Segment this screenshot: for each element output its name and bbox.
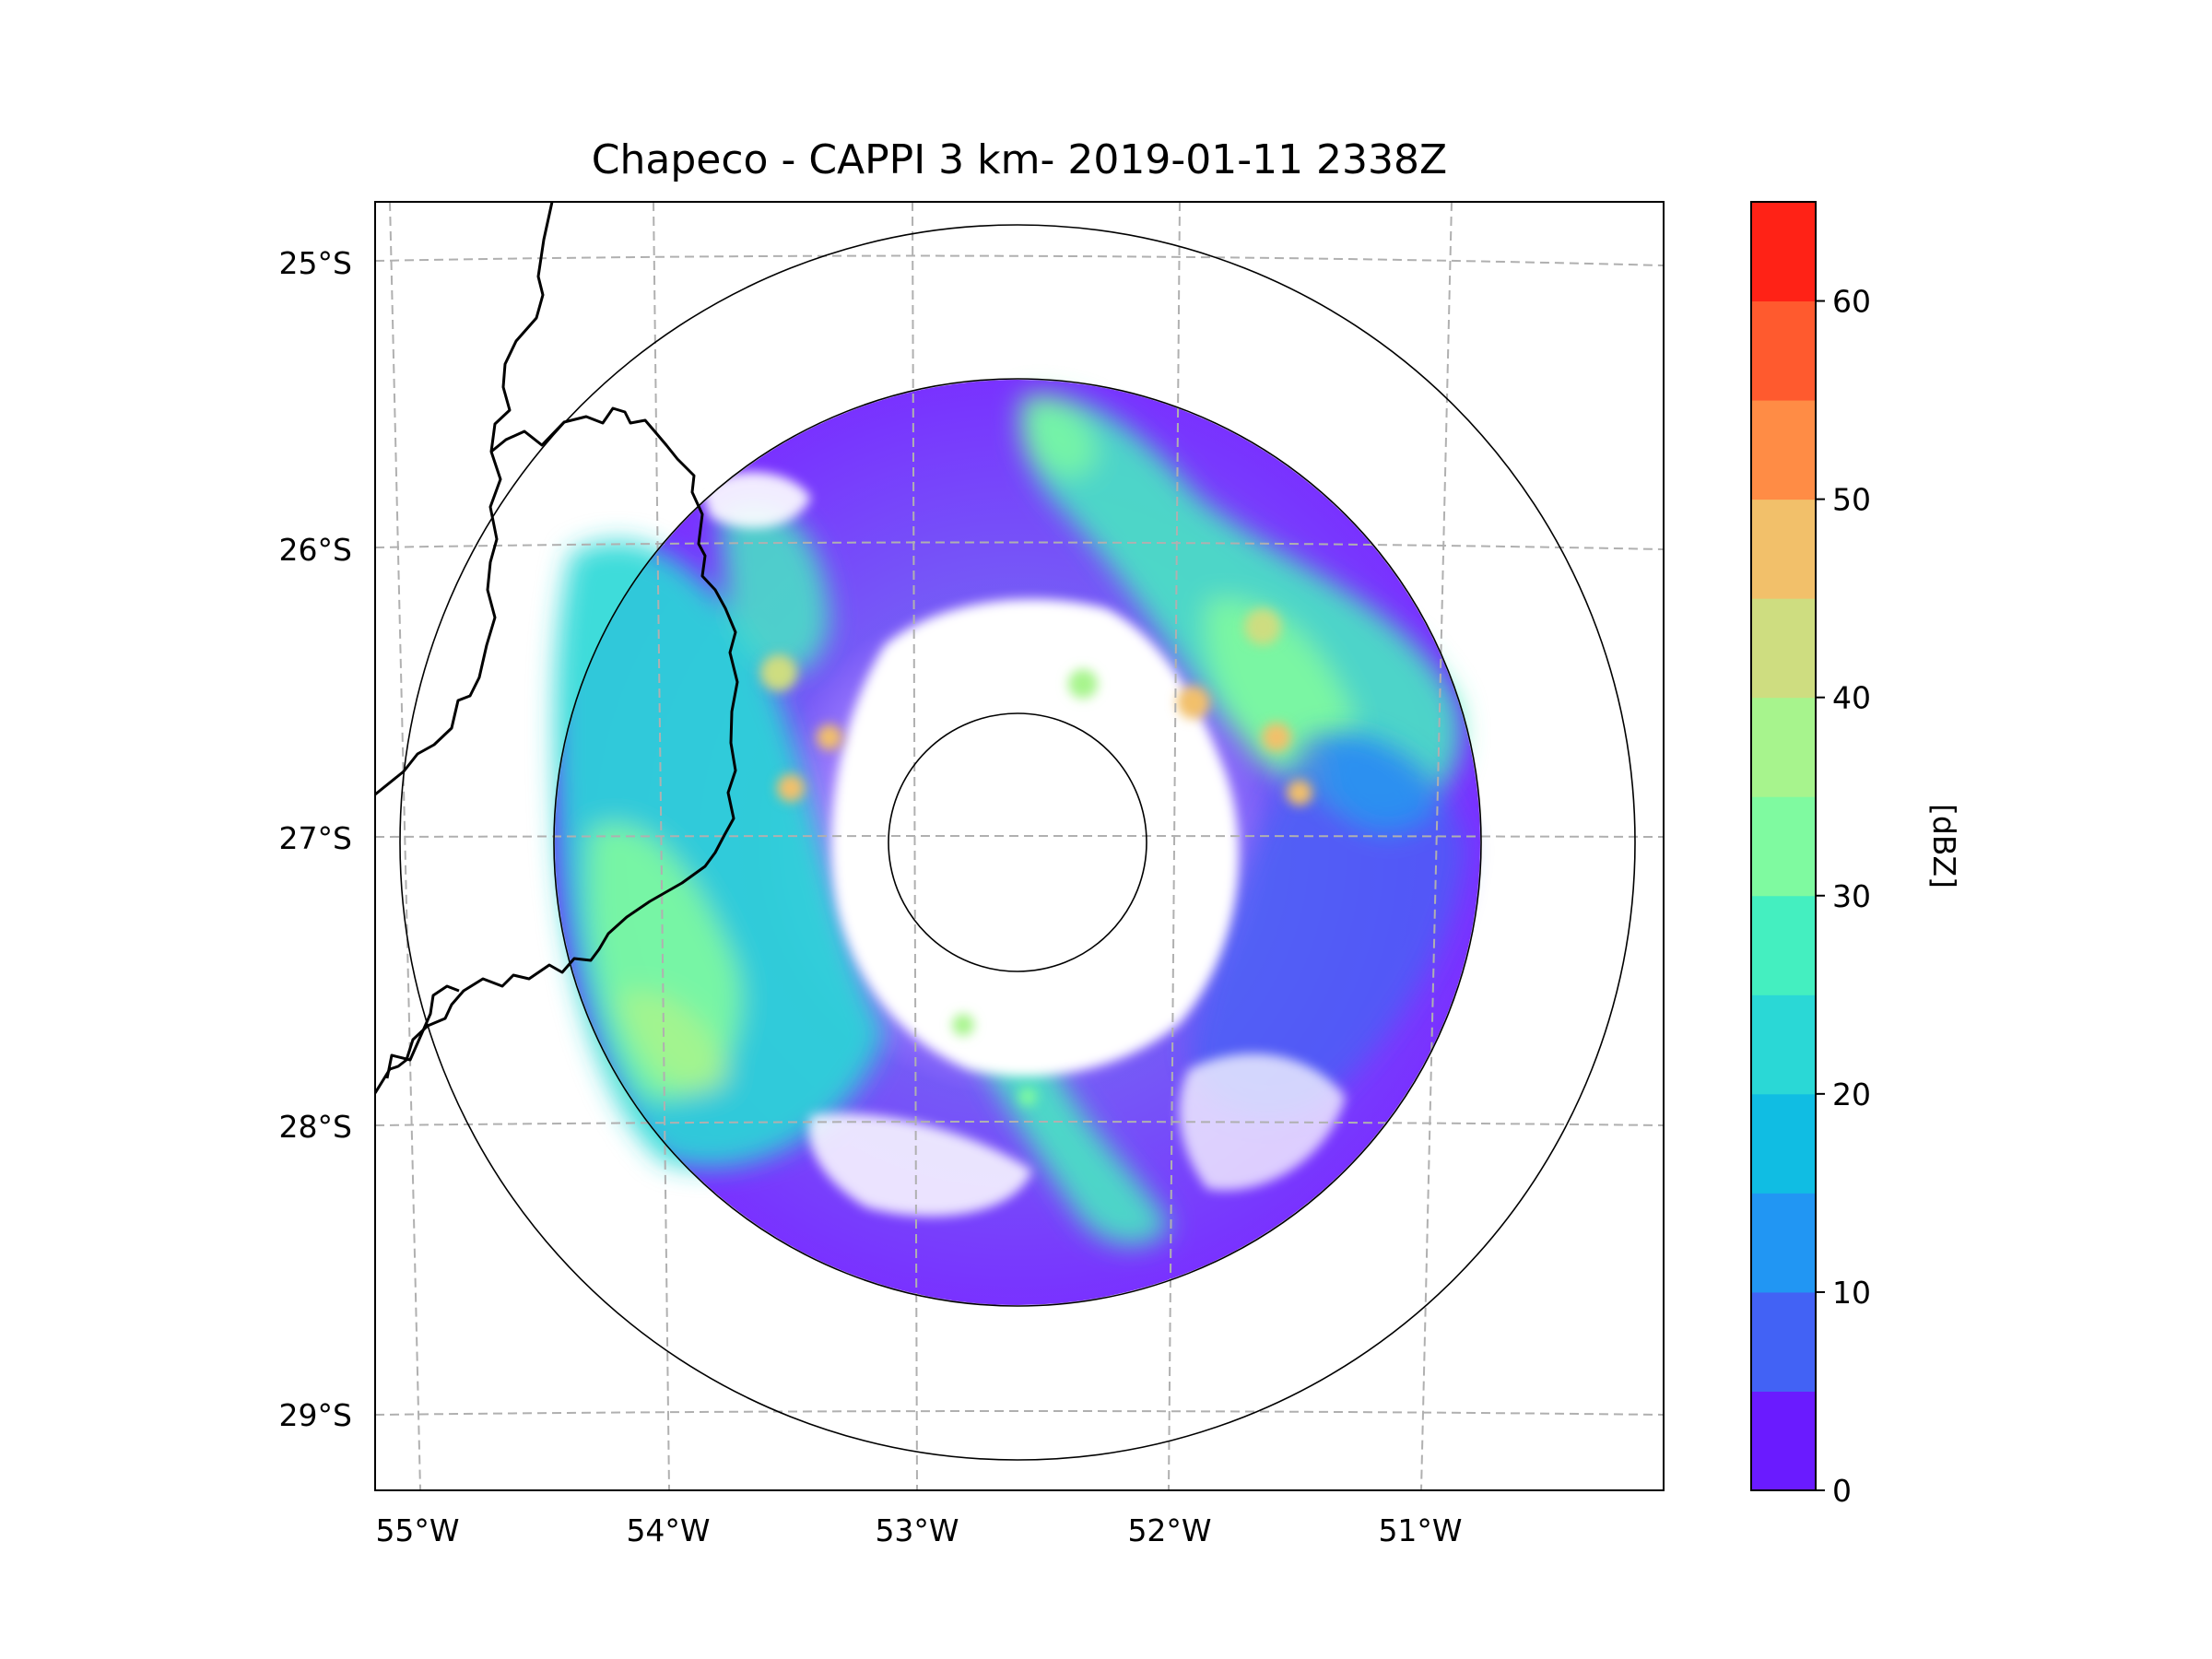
lat-tick-25s: 25°S [279,245,352,281]
colorbar-segment-60 [1751,202,1816,302]
range-ring-middle [553,378,1482,1307]
colorbar-segment-30 [1751,796,1816,897]
map-frame [374,201,1665,1491]
latitude-tick-labels: 25°S 26°S 27°S 28°S 29°S [279,245,352,1433]
colorbar-segment-45 [1751,499,1816,599]
lat-tick-26s: 26°S [279,532,352,568]
colorbar-segments [1751,202,1816,1491]
colorbar-segment-25 [1751,895,1816,995]
colorbar-segment-10 [1751,1193,1816,1293]
lon-tick-52w: 52°W [1127,1512,1211,1548]
colorbar: 0 10 20 30 40 50 60 [dBZ] [1750,201,1962,1509]
colorbar-frame [1750,201,1817,1491]
colorbar-tick-label: 60 [1832,284,1871,320]
colorbar-segment-55 [1751,300,1816,401]
lat-tick-29s: 29°S [279,1397,352,1433]
colorbar-tick-label: 30 [1832,878,1871,914]
colorbar-tick-label: 10 [1832,1275,1871,1311]
range-ring-inner [888,712,1147,972]
boundary-argentina-brazil [375,202,554,796]
colorbar-segment-15 [1751,1093,1816,1194]
colorbar-segment-50 [1751,400,1816,500]
colorbar-segment-20 [1751,994,1816,1095]
boundary-parana-santa-catarina [375,406,739,1094]
lon-tick-53w: 53°W [875,1512,959,1548]
colorbar-segment-35 [1751,697,1816,797]
colorbar-segment-0 [1751,1391,1816,1491]
colorbar-tick-label: 20 [1832,1077,1871,1112]
lat-tick-27s: 27°S [279,820,352,856]
graticule [375,202,1664,1490]
colorbar-label: [dBZ] [1926,804,1962,888]
reflectivity-field [555,380,1480,1305]
chart-title: Chapeco - CAPPI 3 km- 2019-01-11 2338Z [592,136,1447,183]
colorbar-segment-40 [1751,598,1816,699]
political-boundaries [375,202,739,1094]
lon-tick-54w: 54°W [626,1512,710,1548]
colorbar-tick-label: 50 [1832,482,1871,518]
colorbar-tick-label: 0 [1832,1473,1852,1509]
range-ring-outer [399,224,1636,1461]
lon-tick-51w: 51°W [1378,1512,1462,1548]
colorbar-segment-5 [1751,1291,1816,1392]
colorbar-tick-label: 40 [1832,680,1871,716]
range-rings [399,224,1636,1461]
boundary-santa-catarina-rio-grande-do-sul [385,984,460,1079]
colorbar-ticks: 0 10 20 30 40 50 60 [1816,284,1871,1509]
longitude-tick-labels: 55°W 54°W 53°W 52°W 51°W [375,1512,1462,1548]
lat-tick-28s: 28°S [279,1109,352,1145]
lon-tick-55w: 55°W [375,1512,459,1548]
